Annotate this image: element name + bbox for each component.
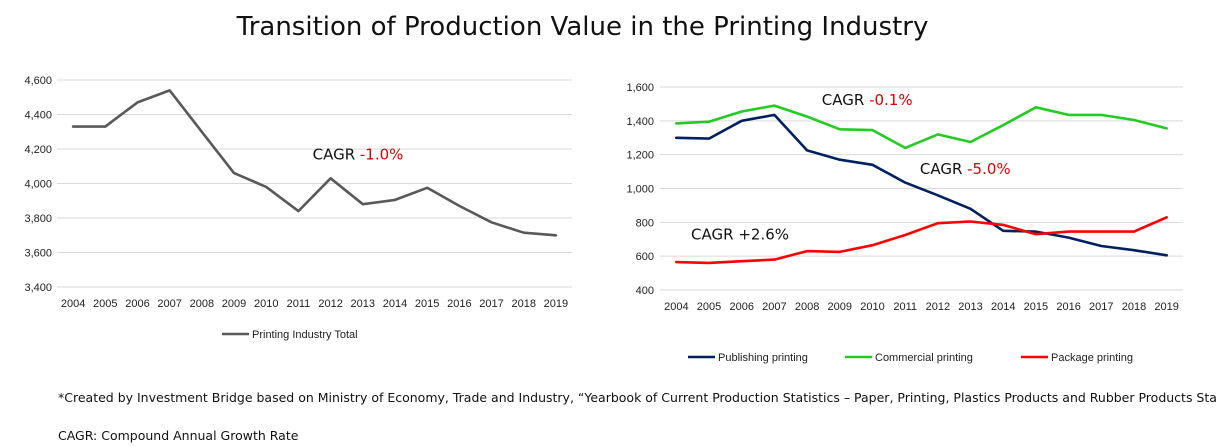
x-tick-label: 2012 bbox=[926, 301, 950, 313]
x-tick-label: 2008 bbox=[190, 298, 214, 310]
x-tick-label: 2018 bbox=[511, 298, 535, 310]
cagr-annotation-label: CAGR bbox=[920, 160, 967, 178]
y-tick-label: 1,600 bbox=[626, 82, 654, 94]
x-tick-label: 2007 bbox=[157, 298, 181, 310]
y-tick-label: 3,600 bbox=[24, 248, 52, 260]
legend-label: Package printing bbox=[1051, 352, 1133, 364]
x-tick-label: 2006 bbox=[125, 298, 149, 310]
chart-title: Transition of Production Value in the Pr… bbox=[236, 12, 929, 42]
x-tick-label: 2017 bbox=[479, 298, 503, 310]
cagr-annotation-label: CAGR bbox=[691, 225, 738, 243]
legend-label: Commercial printing bbox=[875, 352, 973, 364]
x-tick-label: 2006 bbox=[729, 301, 753, 313]
legend-label: Printing Industry Total bbox=[252, 329, 358, 341]
cagr-annotation: CAGR +2.6% bbox=[691, 225, 789, 243]
x-tick-label: 2008 bbox=[795, 301, 819, 313]
cagr-annotation: CAGR -5.0% bbox=[920, 160, 1011, 178]
y-tick-label: 3,800 bbox=[24, 213, 52, 225]
x-tick-label: 2010 bbox=[254, 298, 278, 310]
y-tick-label: 4,400 bbox=[24, 110, 52, 122]
cagr-annotation-label: CAGR bbox=[822, 91, 869, 109]
x-tick-label: 2014 bbox=[991, 301, 1015, 313]
x-tick-label: 2013 bbox=[958, 301, 982, 313]
cagr-annotation: CAGR -0.1% bbox=[822, 91, 913, 109]
y-tick-label: 1,000 bbox=[626, 184, 654, 196]
cagr-annotation-value: -5.0% bbox=[967, 160, 1011, 178]
x-tick-label: 2019 bbox=[1154, 301, 1178, 313]
chart-1: 3,400 3,600 3,800 4,000 4,200 4,400 4,600 2004 2… bbox=[24, 75, 572, 341]
cagr-definition-footnote: CAGR: Compound Annual Growth Rate bbox=[58, 428, 299, 443]
x-tick-label: 2012 bbox=[318, 298, 342, 310]
x-tick-label: 2007 bbox=[762, 301, 786, 313]
y-tick-label: 1,400 bbox=[626, 116, 654, 128]
x-tick-label: 2013 bbox=[351, 298, 375, 310]
cagr-annotation-value: -0.1% bbox=[869, 91, 913, 109]
x-tick-label: 2004 bbox=[664, 301, 688, 313]
x-tick-label: 2019 bbox=[544, 298, 568, 310]
series-line-1 bbox=[71, 89, 558, 237]
x-tick-label: 2015 bbox=[1024, 301, 1048, 313]
series-line-2 bbox=[674, 104, 1168, 150]
y-tick-label: 800 bbox=[636, 217, 654, 229]
x-tick-label: 2004 bbox=[61, 298, 85, 310]
cagr-annotation: CAGR -1.0% bbox=[313, 145, 404, 163]
cagr-annotation-value: -1.0% bbox=[360, 145, 404, 163]
x-tick-label: 2016 bbox=[447, 298, 471, 310]
series-line-3 bbox=[674, 216, 1168, 265]
y-tick-label: 4,000 bbox=[24, 179, 52, 191]
x-tick-label: 2016 bbox=[1056, 301, 1080, 313]
x-tick-label: 2018 bbox=[1122, 301, 1146, 313]
x-tick-label: 2014 bbox=[383, 298, 407, 310]
series-line-1 bbox=[674, 113, 1168, 257]
y-tick-label: 4,200 bbox=[24, 144, 52, 156]
cagr-annotation-label: CAGR bbox=[313, 145, 360, 163]
source-footnote: *Created by Investment Bridge based on M… bbox=[58, 390, 1217, 405]
x-tick-label: 2011 bbox=[287, 298, 311, 310]
x-tick-label: 2009 bbox=[222, 298, 246, 310]
y-tick-label: 400 bbox=[636, 285, 654, 297]
x-tick-label: 2005 bbox=[697, 301, 721, 313]
x-tick-label: 2011 bbox=[893, 301, 917, 313]
x-tick-label: 2017 bbox=[1089, 301, 1113, 313]
legend-label: Publishing printing bbox=[718, 352, 808, 364]
y-tick-label: 600 bbox=[636, 251, 654, 263]
x-tick-label: 2009 bbox=[828, 301, 852, 313]
x-tick-label: 2005 bbox=[93, 298, 117, 310]
chart-2: 400 600 800 1,000 1,200 1,400 1,600 2004 2005 200… bbox=[626, 82, 1183, 364]
x-tick-label: 2010 bbox=[860, 301, 884, 313]
y-tick-label: 1,200 bbox=[626, 150, 654, 162]
x-tick-label: 2015 bbox=[415, 298, 439, 310]
y-tick-label: 4,600 bbox=[24, 75, 52, 87]
cagr-annotation-value: +2.6% bbox=[738, 225, 789, 243]
y-tick-label: 3,400 bbox=[24, 282, 52, 294]
